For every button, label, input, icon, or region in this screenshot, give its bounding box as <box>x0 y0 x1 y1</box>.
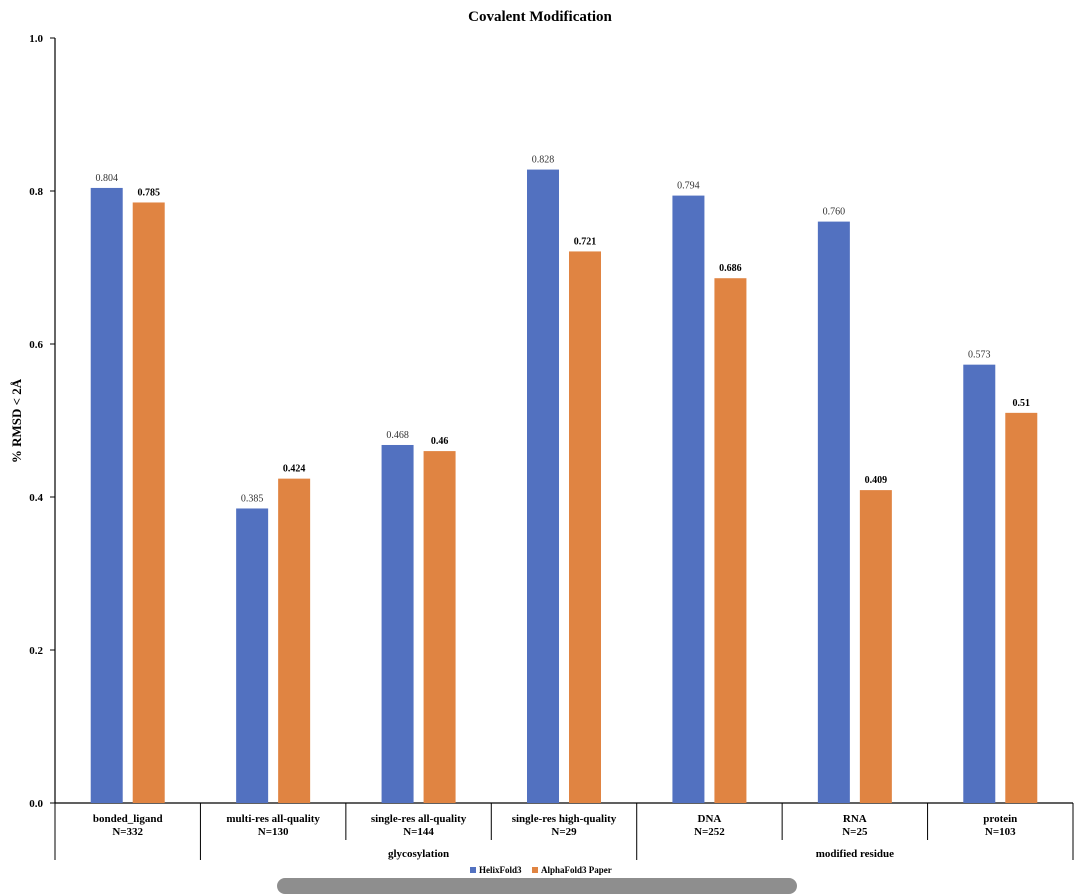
data-label: 0.51 <box>1013 398 1031 409</box>
x-category-count: N=252 <box>694 826 725 838</box>
chart-title: Covalent Modification <box>468 9 612 25</box>
bar-helixfold3 <box>527 169 559 803</box>
bar-helixfold3 <box>963 364 996 803</box>
data-label: 0.785 <box>137 187 160 198</box>
legend-label: AlphaFold3 Paper <box>541 865 612 875</box>
y-axis-label: % RMSD < 2Å <box>9 378 24 463</box>
x-category-label: RNA <box>843 813 867 825</box>
bars <box>90 169 1038 804</box>
data-label: 0.686 <box>719 263 742 274</box>
x-group-label: modified residue <box>816 848 894 860</box>
y-tick-label: 0.6 <box>29 339 43 351</box>
bar-helixfold3 <box>90 187 123 803</box>
y-tick-label: 1.0 <box>29 33 43 45</box>
x-category-label: DNA <box>698 813 722 825</box>
y-tick-label: 0.8 <box>29 186 43 198</box>
horizontal-scrollbar[interactable] <box>277 878 797 894</box>
x-category-label: bonded_ligand <box>93 813 163 825</box>
x-category-label: multi-res all-quality <box>226 813 320 825</box>
x-category-label: protein <box>983 813 1017 825</box>
x-category-count: N=29 <box>551 826 577 838</box>
bar-helixfold3 <box>381 444 414 803</box>
y-tick-label: 0.2 <box>29 645 43 657</box>
data-label: 0.760 <box>823 207 846 218</box>
data-label: 0.721 <box>574 236 597 247</box>
y-tick-label: 0.0 <box>29 798 43 810</box>
x-category-count: N=130 <box>258 826 289 838</box>
data-label: 0.385 <box>241 493 264 504</box>
data-label: 0.424 <box>283 464 306 475</box>
x-group-label: glycosylation <box>388 848 449 860</box>
bar-helixfold3 <box>236 508 269 803</box>
data-label: 0.573 <box>968 350 991 361</box>
x-category-count: N=25 <box>842 826 868 838</box>
legend-label: HelixFold3 <box>479 865 522 875</box>
data-label: 0.828 <box>532 155 555 166</box>
x-category-count: N=332 <box>112 826 143 838</box>
data-label: 0.794 <box>677 181 700 192</box>
bar-alphafold3-paper <box>859 490 892 803</box>
x-category-count: N=144 <box>403 826 434 838</box>
bar-alphafold3-paper <box>714 278 747 804</box>
axes: 0.0 0.2 0.4 0.6 0.8 1.0 <box>29 33 1073 810</box>
y-tick-label: 0.4 <box>29 492 43 504</box>
legend-swatch <box>532 867 538 873</box>
legend-swatch <box>470 867 476 873</box>
bar-helixfold3 <box>672 195 705 804</box>
bar-alphafold3-paper <box>132 202 165 804</box>
data-label: 0.46 <box>431 436 449 447</box>
data-label: 0.409 <box>865 475 888 486</box>
bar-helixfold3 <box>817 221 850 804</box>
data-label: 0.468 <box>386 430 409 441</box>
x-category-count: N=103 <box>985 826 1016 838</box>
data-labels: 0.804 0.785 0.385 0.424 0.468 0.46 0.828 0.721 0… <box>95 155 1030 505</box>
legend: HelixFold3 AlphaFold3 Paper <box>470 865 612 875</box>
bar-alphafold3-paper <box>423 451 456 803</box>
x-category-label: single-res high-quality <box>512 813 617 825</box>
bar-alphafold3-paper <box>569 251 601 803</box>
bar-alphafold3-paper <box>278 478 311 803</box>
bar-alphafold3-paper <box>1005 412 1038 803</box>
x-category-label: single-res all-quality <box>371 813 467 825</box>
data-label: 0.804 <box>95 173 118 184</box>
